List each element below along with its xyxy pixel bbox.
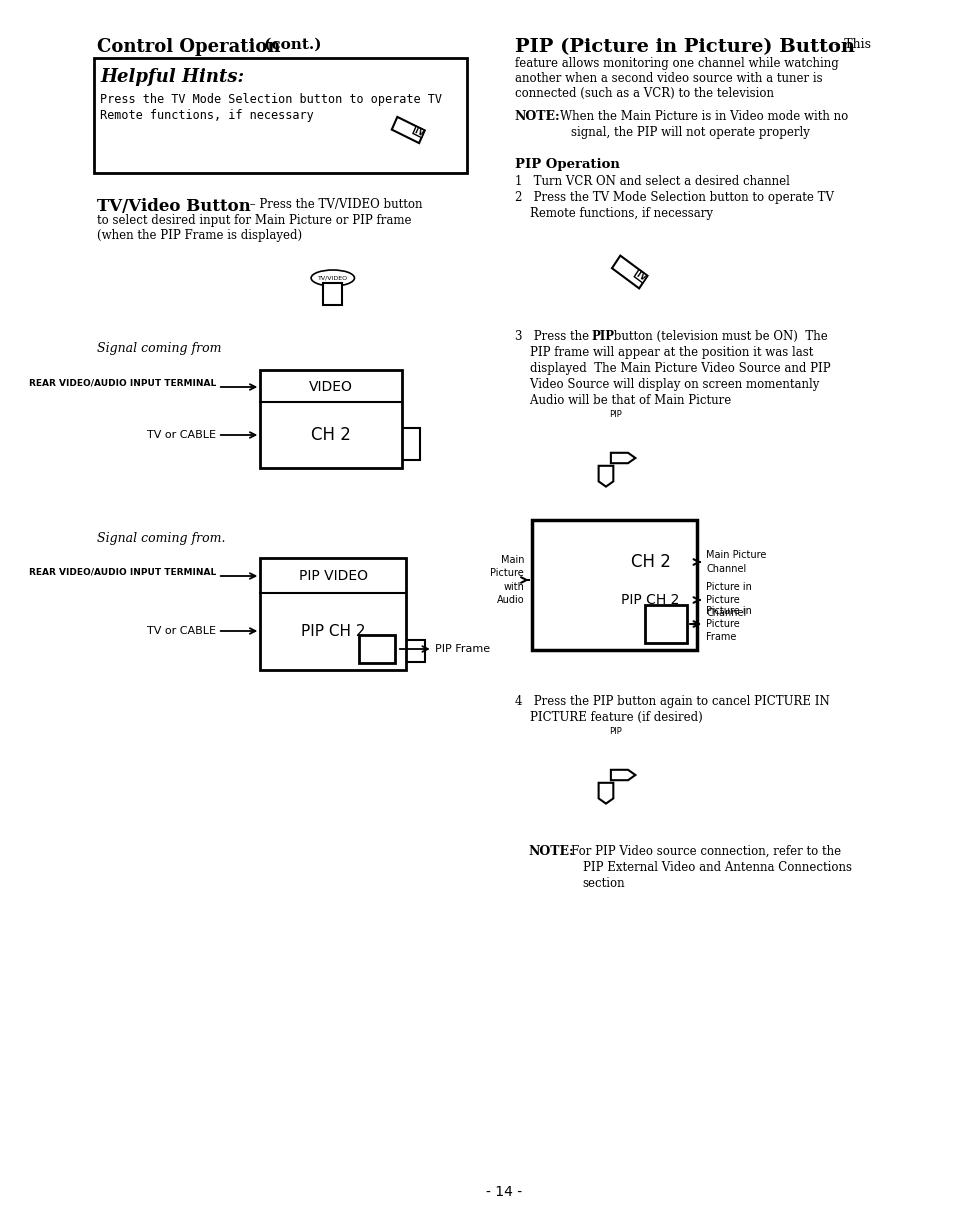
Text: displayed  The Main Picture Video Source and PIP: displayed The Main Picture Video Source …	[515, 362, 829, 375]
Text: (when the PIP Frame is displayed): (when the PIP Frame is displayed)	[97, 228, 302, 242]
Text: PIP CH 2: PIP CH 2	[620, 593, 679, 608]
Polygon shape	[392, 117, 424, 143]
Text: REAR VIDEO/AUDIO INPUT TERMINAL: REAR VIDEO/AUDIO INPUT TERMINAL	[29, 379, 215, 388]
Bar	[359, 635, 395, 663]
Text: VIDEO: VIDEO	[309, 380, 353, 394]
Text: feature allows monitoring one channel while watching: feature allows monitoring one channel wh…	[515, 57, 838, 70]
Text: Picture in
Picture
Channel: Picture in Picture Channel	[705, 582, 751, 618]
Text: PIP: PIP	[609, 409, 621, 419]
Text: Control Operation: Control Operation	[97, 38, 280, 56]
Text: NOTE:: NOTE:	[515, 111, 559, 123]
Text: 4   Press the PIP button again to cancel PICTURE IN: 4 Press the PIP button again to cancel P…	[515, 695, 828, 708]
Text: PIP External Video and Antenna Connections: PIP External Video and Antenna Connectio…	[582, 861, 851, 874]
Text: PIP CH 2: PIP CH 2	[301, 623, 365, 639]
Text: PIP frame will appear at the position it was last: PIP frame will appear at the position it…	[515, 346, 812, 358]
Bar	[644, 605, 686, 643]
Text: section: section	[582, 877, 624, 891]
Text: Signal coming from.: Signal coming from.	[97, 532, 226, 546]
Ellipse shape	[311, 270, 355, 286]
Text: (cont.): (cont.)	[259, 38, 321, 52]
Text: 2   Press the TV Mode Selection button to operate TV: 2 Press the TV Mode Selection button to …	[515, 191, 833, 204]
Bar	[323, 283, 342, 305]
Bar	[531, 520, 696, 650]
Polygon shape	[634, 270, 647, 283]
Text: TV/VIDEO: TV/VIDEO	[317, 276, 348, 281]
Bar	[260, 558, 406, 669]
Polygon shape	[611, 255, 647, 288]
Text: Picture in
Picture
Frame: Picture in Picture Frame	[705, 606, 751, 643]
Text: Audio will be that of Main Picture: Audio will be that of Main Picture	[515, 394, 730, 407]
Text: button (television must be ON)  The: button (television must be ON) The	[609, 330, 827, 343]
Text: REAR VIDEO/AUDIO INPUT TERMINAL: REAR VIDEO/AUDIO INPUT TERMINAL	[29, 567, 215, 576]
Text: PIP VIDEO: PIP VIDEO	[298, 569, 368, 583]
Bar	[94, 58, 466, 173]
Text: CH 2: CH 2	[630, 553, 670, 571]
Text: TV/Video Button: TV/Video Button	[97, 198, 251, 215]
Polygon shape	[598, 465, 613, 486]
Text: TV or CABLE: TV or CABLE	[147, 626, 215, 635]
Polygon shape	[610, 770, 635, 780]
Text: Helpful Hints:: Helpful Hints:	[100, 68, 244, 86]
Text: Press the TV Mode Selection button to operate TV: Press the TV Mode Selection button to op…	[100, 94, 441, 106]
Text: TV: TV	[633, 270, 647, 283]
Text: TV: TV	[412, 125, 425, 139]
Text: PIP (Picture in Picture) Button: PIP (Picture in Picture) Button	[515, 38, 854, 56]
Text: 1   Turn VCR ON and select a desired channel: 1 Turn VCR ON and select a desired chann…	[515, 175, 789, 188]
Text: NOTE:: NOTE:	[528, 844, 574, 858]
Text: – This: – This	[829, 38, 870, 51]
Text: PIP: PIP	[609, 727, 621, 736]
Text: When the Main Picture is in Video mode with no: When the Main Picture is in Video mode w…	[559, 111, 847, 123]
Text: Signal coming from: Signal coming from	[97, 341, 221, 355]
Polygon shape	[610, 453, 635, 463]
Text: PIP: PIP	[591, 330, 614, 343]
Text: CH 2: CH 2	[311, 426, 351, 443]
Bar	[260, 371, 401, 468]
Text: Main Picture
Channel: Main Picture Channel	[705, 550, 765, 573]
Text: For PIP Video source connection, refer to the: For PIP Video source connection, refer t…	[571, 844, 841, 858]
Polygon shape	[413, 126, 424, 137]
Text: 3   Press the: 3 Press the	[515, 330, 592, 343]
Bar	[399, 428, 420, 460]
Text: PICTURE feature (if desired): PICTURE feature (if desired)	[515, 711, 701, 724]
Text: connected (such as a VCR) to the television: connected (such as a VCR) to the televis…	[515, 87, 773, 100]
Text: – Press the TV/VIDEO button: – Press the TV/VIDEO button	[246, 198, 422, 211]
Polygon shape	[598, 782, 613, 803]
Text: PIP Frame: PIP Frame	[435, 644, 489, 654]
Text: to select desired input for Main Picture or PIP frame: to select desired input for Main Picture…	[97, 214, 411, 227]
Text: Video Source will display on screen momentanly: Video Source will display on screen mome…	[515, 378, 819, 391]
Text: Remote functions, if necessary: Remote functions, if necessary	[515, 207, 712, 220]
Text: Remote functions, if necessary: Remote functions, if necessary	[100, 109, 314, 122]
Text: - 14 -: - 14 -	[486, 1185, 522, 1199]
Text: signal, the PIP will not operate properly: signal, the PIP will not operate properl…	[571, 126, 809, 139]
Text: Main
Picture
with
Audio: Main Picture with Audio	[490, 555, 523, 605]
Text: TV or CABLE: TV or CABLE	[147, 430, 215, 440]
Text: another when a second video source with a tuner is: another when a second video source with …	[515, 72, 821, 85]
Text: PIP Operation: PIP Operation	[515, 158, 618, 171]
Bar	[404, 640, 425, 662]
